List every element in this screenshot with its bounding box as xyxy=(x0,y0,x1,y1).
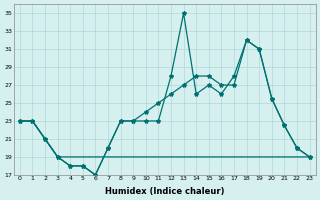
X-axis label: Humidex (Indice chaleur): Humidex (Indice chaleur) xyxy=(105,187,224,196)
